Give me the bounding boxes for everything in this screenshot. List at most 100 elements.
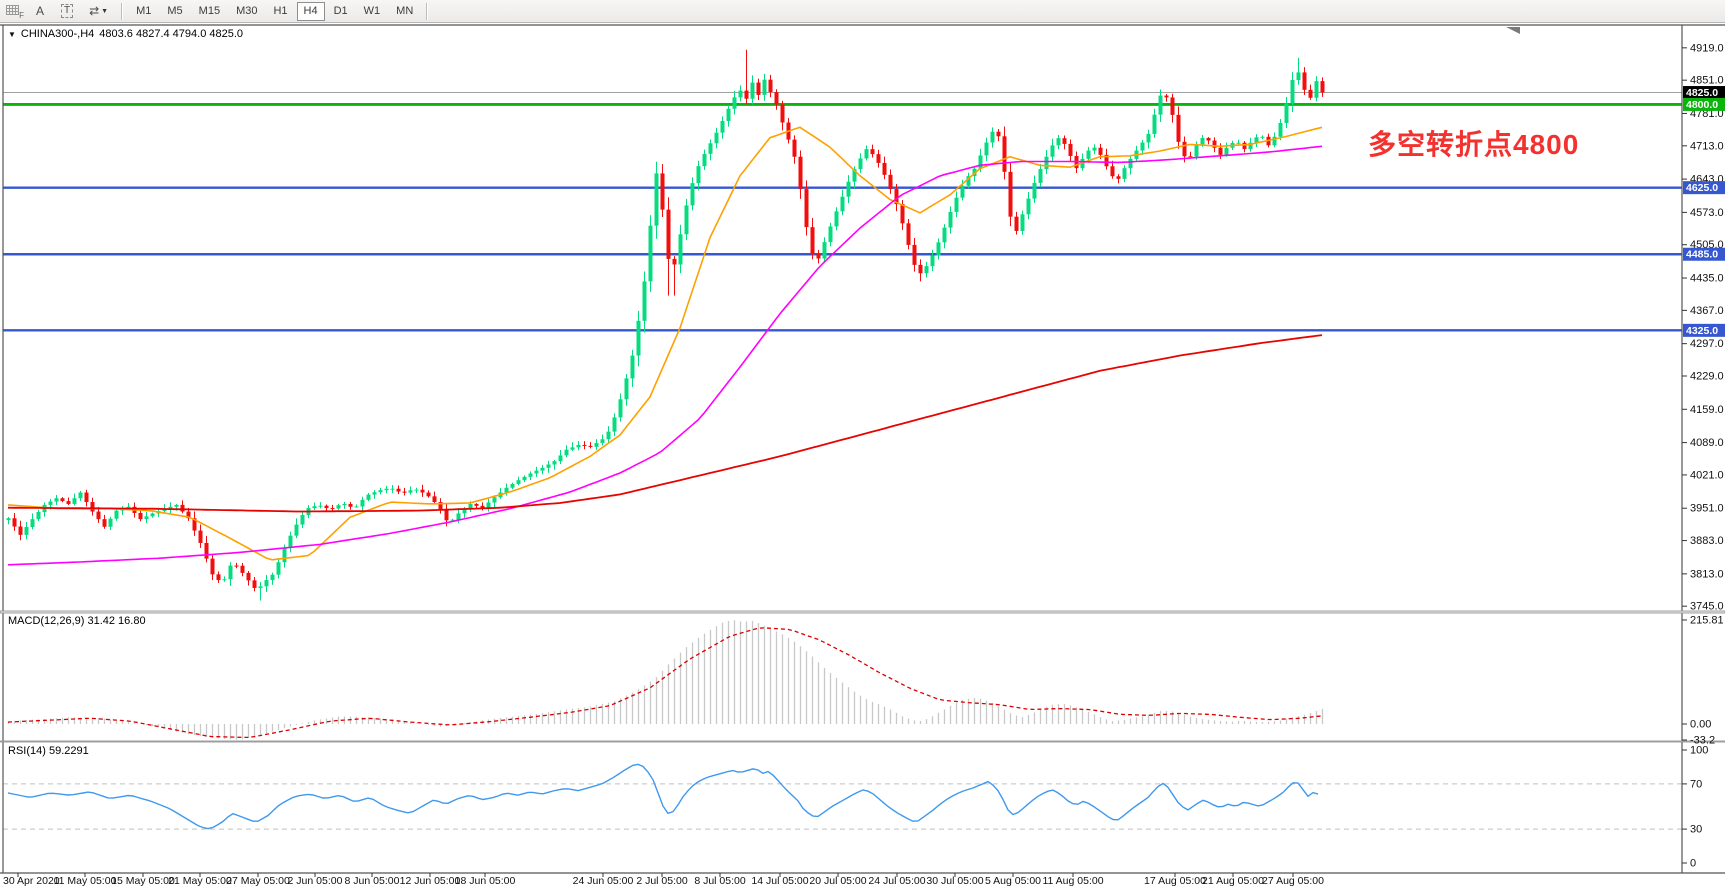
date-tick-label: 8 Jul 05:00 xyxy=(694,875,746,887)
macd-signal-line xyxy=(7,627,1323,739)
date-tick-label: 2 Jun 05:00 xyxy=(288,875,343,887)
timeframe-m30-button[interactable]: M30 xyxy=(229,2,264,21)
date-tick-label: 21 Aug 05:00 xyxy=(1202,875,1264,887)
ma-fast-orange xyxy=(7,126,1323,561)
grid-f-label: F xyxy=(19,11,24,20)
date-tick-label: 27 May 05:00 xyxy=(226,875,290,887)
price-axis[interactable]: 4919.04851.04781.04713.04643.04573.04505… xyxy=(1682,42,1725,613)
date-tick-label: 30 Jul 05:00 xyxy=(926,875,983,887)
date-tick-label: 8 Jun 05:00 xyxy=(345,875,400,887)
ohlc-readout: 4803.6 4827.4 4794.0 4825.0 xyxy=(99,28,244,40)
support-price-tag-label: 4325.0 xyxy=(1686,325,1718,337)
chart-shift-marker xyxy=(1506,27,1520,34)
date-tick-label: 20 Jul 05:00 xyxy=(809,875,866,887)
font-tool-icon: A xyxy=(35,4,44,18)
pivot-price-tag xyxy=(1683,97,1725,111)
chevron-down-icon: ▼ xyxy=(101,7,109,15)
grid-icon xyxy=(6,5,19,15)
price-tick-label: 4089.0 xyxy=(1690,437,1724,449)
price-tick-label: 3883.0 xyxy=(1690,535,1724,547)
date-tick-label: 11 Aug 05:00 xyxy=(1042,875,1103,887)
rsi-panel xyxy=(3,763,1682,830)
timeframe-m5-button[interactable]: M5 xyxy=(160,2,189,21)
rsi-line xyxy=(7,763,1319,830)
text-tool-icon: T xyxy=(61,4,74,18)
chart-canvas[interactable]: 4919.04851.04781.04713.04643.04573.04505… xyxy=(0,23,1725,892)
date-tick-label: 11 May 05:00 xyxy=(54,875,117,887)
date-tick-label: 27 Aug 05:00 xyxy=(1262,875,1324,887)
price-tick-label: 4435.0 xyxy=(1690,273,1724,285)
macd-tick-label: 215.81 xyxy=(1690,614,1724,626)
date-tick-label: 21 May 05:00 xyxy=(168,875,232,887)
date-tick-label: 5 Aug 05:00 xyxy=(985,875,1041,887)
price-tick-label: 4781.0 xyxy=(1690,108,1724,120)
support-price-tag xyxy=(1683,323,1725,337)
toolbar-grip-icon[interactable]: F xyxy=(3,1,25,21)
current-price-tag-label: 4825.0 xyxy=(1686,87,1718,99)
symbol-collapse-icon[interactable]: ▼ xyxy=(8,29,16,39)
chart-area[interactable]: 4919.0 4851.0 4781.0 4713.0 4643.0 4573.0 4505… xyxy=(0,23,1725,892)
support-price-tag xyxy=(1683,247,1725,261)
rsi-tick-label: 0 xyxy=(1690,858,1696,870)
date-tick-label: 15 May 05:00 xyxy=(111,875,175,887)
toolbar-tools: A T ⇄ ▼ xyxy=(27,1,116,21)
price-level-lines xyxy=(3,92,1682,332)
macd-indicator-label: MACD(12,26,9) 31.42 16.80 xyxy=(8,615,146,627)
rsi-tick-label: 70 xyxy=(1690,778,1702,790)
toolbar-separator xyxy=(426,2,429,20)
timeframe-mn-button[interactable]: MN xyxy=(389,2,420,21)
price-tick-label: 3745.0 xyxy=(1690,601,1724,613)
panel-splitter xyxy=(0,740,1725,743)
support-price-tag xyxy=(1683,181,1725,195)
price-tick-label: 4159.0 xyxy=(1690,404,1724,416)
date-tick-label: 24 Jun 05:00 xyxy=(573,875,634,887)
chart-title: ▼ CHINA300-,H4 4803.6 4827.4 4794.0 4825… xyxy=(8,28,243,40)
date-tick-label: 17 Aug 05:00 xyxy=(1144,875,1206,887)
toolbar: F A T ⇄ ▼ M1 M5 M15 M30 H1 H4 D1 W1 MN xyxy=(0,0,1725,23)
ma-mid-magenta xyxy=(7,145,1323,566)
date-tick-label: 30 Apr 2020 xyxy=(3,875,60,887)
timeframe-m1-button[interactable]: M1 xyxy=(129,2,158,21)
macd-panel xyxy=(7,620,1324,740)
chart-frame xyxy=(0,24,1725,874)
macd-tick-label: -33.2 xyxy=(1690,735,1715,747)
price-tick-label: 4021.0 xyxy=(1690,469,1724,481)
pivot-price-tag-label: 4800.0 xyxy=(1686,99,1718,111)
cursor-tool-button[interactable]: ⇄ ▼ xyxy=(82,1,115,21)
price-tick-label: 4919.0 xyxy=(1690,42,1724,54)
ma-slow-red xyxy=(7,334,1323,513)
price-tick-label: 4367.0 xyxy=(1690,305,1724,317)
date-tick-label: 2 Jul 05:00 xyxy=(636,875,688,887)
timeframe-h4-button[interactable]: H4 xyxy=(296,1,325,21)
rsi-tick-label: 100 xyxy=(1690,745,1708,757)
price-tick-label: 3813.0 xyxy=(1690,568,1724,580)
timeframe-d1-button[interactable]: D1 xyxy=(327,2,355,21)
rsi-indicator-label: RSI(14) 59.2291 xyxy=(8,745,89,757)
toolbar-separator xyxy=(121,2,124,20)
price-tick-label: 3951.0 xyxy=(1690,503,1724,515)
price-tick-label: 4713.0 xyxy=(1690,140,1724,152)
timeframe-switcher: M1 M5 M15 M30 H1 H4 D1 W1 MN xyxy=(128,1,421,21)
price-tick-label: 4851.0 xyxy=(1690,75,1724,87)
date-tick-label: 18 Jun 05:00 xyxy=(455,875,516,887)
price-tick-label: 4229.0 xyxy=(1690,371,1724,383)
candlestick-series xyxy=(6,49,1325,601)
pivot-annotation: 多空转折点4800 xyxy=(1368,129,1580,160)
moving-average-lines xyxy=(7,126,1323,566)
text-tool-button[interactable]: T xyxy=(54,1,80,21)
rsi-tick-label: 30 xyxy=(1690,824,1702,836)
panel-splitter xyxy=(0,610,1725,614)
date-tick-label: 24 Jul 05:00 xyxy=(868,875,925,887)
price-tick-label: 4573.0 xyxy=(1690,207,1724,219)
timeframe-w1-button[interactable]: W1 xyxy=(357,2,388,21)
date-tick-label: 12 Jun 05:00 xyxy=(400,875,461,887)
current-price-tag xyxy=(1683,86,1725,100)
macd-tick-label: 0.00 xyxy=(1690,719,1711,731)
timeframe-h1-button[interactable]: H1 xyxy=(266,2,294,21)
timeframe-m15-button[interactable]: M15 xyxy=(192,2,227,21)
font-tool-button[interactable]: A xyxy=(28,1,52,21)
support-price-tag-label: 4625.0 xyxy=(1686,182,1718,194)
